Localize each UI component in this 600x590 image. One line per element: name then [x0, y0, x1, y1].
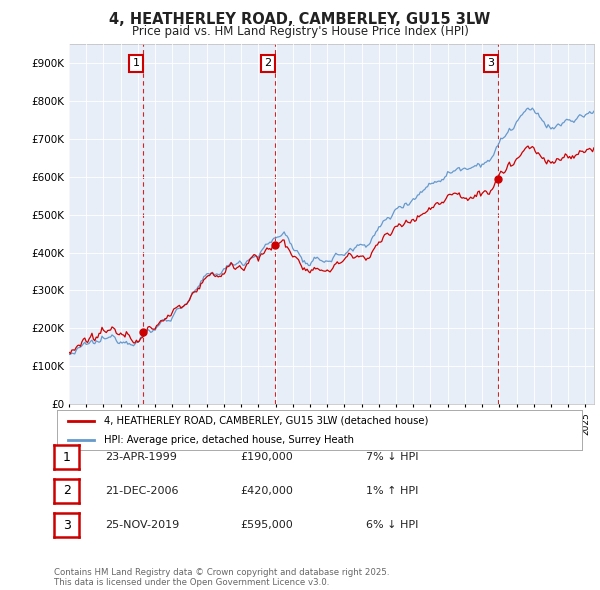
Text: 6% ↓ HPI: 6% ↓ HPI: [366, 520, 418, 530]
Text: Contains HM Land Registry data © Crown copyright and database right 2025.
This d: Contains HM Land Registry data © Crown c…: [54, 568, 389, 587]
Text: £595,000: £595,000: [240, 520, 293, 530]
Text: 7% ↓ HPI: 7% ↓ HPI: [366, 453, 419, 462]
Text: 1: 1: [133, 58, 140, 68]
Text: 3: 3: [62, 519, 71, 532]
Text: Price paid vs. HM Land Registry's House Price Index (HPI): Price paid vs. HM Land Registry's House …: [131, 25, 469, 38]
Text: 4, HEATHERLEY ROAD, CAMBERLEY, GU15 3LW: 4, HEATHERLEY ROAD, CAMBERLEY, GU15 3LW: [109, 12, 491, 27]
Text: 23-APR-1999: 23-APR-1999: [105, 453, 177, 462]
Text: 1% ↑ HPI: 1% ↑ HPI: [366, 486, 418, 496]
Text: 4, HEATHERLEY ROAD, CAMBERLEY, GU15 3LW (detached house): 4, HEATHERLEY ROAD, CAMBERLEY, GU15 3LW …: [104, 416, 428, 426]
Text: 21-DEC-2006: 21-DEC-2006: [105, 486, 179, 496]
Text: 3: 3: [487, 58, 494, 68]
Text: £190,000: £190,000: [240, 453, 293, 462]
Text: 2: 2: [62, 484, 71, 497]
Text: £420,000: £420,000: [240, 486, 293, 496]
Text: 25-NOV-2019: 25-NOV-2019: [105, 520, 179, 530]
Text: 2: 2: [265, 58, 272, 68]
Text: HPI: Average price, detached house, Surrey Heath: HPI: Average price, detached house, Surr…: [104, 435, 354, 445]
Text: 1: 1: [62, 451, 71, 464]
